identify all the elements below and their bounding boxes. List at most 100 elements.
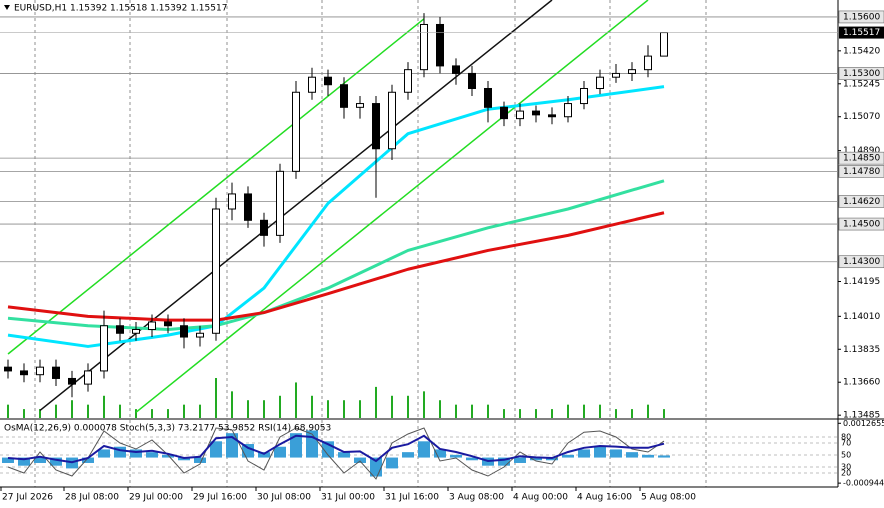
volume-bar (647, 404, 649, 418)
osc-level-label: 80 (841, 433, 851, 442)
level-label: 1.14850 (843, 154, 880, 164)
level-label-box (838, 165, 884, 178)
moving-average (7, 211, 665, 322)
x-tick-label: 3 Aug 08:00 (449, 493, 504, 503)
y-tick-label: 1.13835 (843, 345, 880, 355)
osma-bar (98, 449, 110, 458)
candle-body (388, 91, 396, 150)
volume-bar (503, 409, 505, 418)
osc-level-label: 20 (841, 469, 851, 478)
candle-body (468, 72, 476, 89)
osma-tick-label: -0.000944 (843, 479, 884, 488)
osma-bar (434, 449, 446, 458)
candle-body (20, 370, 28, 376)
level-label-box (838, 195, 884, 208)
volume-bar (183, 404, 185, 418)
osc-level-label: 30 (841, 463, 851, 472)
candle-body (516, 110, 524, 120)
osma-bar (354, 457, 366, 463)
level-label-box (838, 67, 884, 80)
rsi-line (7, 434, 665, 464)
volume-bar (199, 404, 201, 418)
osma-bar (610, 449, 622, 458)
level-label-box (838, 151, 884, 165)
osma-bar (2, 457, 14, 463)
candle-body (84, 370, 92, 385)
osma-bar (466, 457, 478, 461)
osma-bar (34, 457, 46, 463)
osma-bar (514, 457, 526, 463)
volume-bar (215, 378, 217, 418)
candle-body (244, 193, 252, 221)
candle-body (564, 103, 572, 118)
candle-body (612, 72, 620, 78)
osma-bar (578, 449, 590, 458)
stoch-line (7, 427, 665, 480)
volume-bar (375, 386, 377, 418)
y-tick-label: 1.15420 (843, 46, 880, 56)
candle-body (148, 321, 156, 331)
volume-bar (567, 404, 569, 418)
candle-body (372, 103, 380, 150)
moving-average (7, 179, 665, 332)
candle-body (228, 193, 236, 210)
osma-bar (658, 455, 670, 458)
candle-body (196, 332, 204, 338)
osma-bar (498, 457, 510, 466)
osma-bar (338, 452, 350, 458)
current-price-box (839, 26, 884, 39)
volume-bar (599, 404, 601, 418)
level-label-box (838, 217, 884, 231)
moving-average (7, 85, 665, 348)
candle-body (356, 103, 364, 108)
candle-body (276, 170, 284, 236)
candle-body (404, 69, 412, 93)
volume-bar (391, 395, 393, 418)
candle-body (52, 366, 60, 379)
candle-body (324, 76, 332, 86)
candle-body (644, 55, 652, 71)
y-tick-label: 1.15070 (843, 112, 880, 122)
candle-body (420, 23, 428, 71)
x-tick-label: 29 Jul 16:00 (193, 493, 247, 503)
volume-bar (295, 382, 297, 418)
x-tick-label: 31 Jul 16:00 (385, 493, 439, 503)
volume-bar (663, 409, 665, 418)
volume-bar (615, 409, 617, 418)
osma-bar (402, 452, 414, 458)
volume-bar (519, 409, 521, 418)
osma-bar (82, 457, 94, 463)
osma-bar (594, 446, 606, 458)
current-price-label: 1.15517 (843, 28, 880, 38)
candle-body (116, 325, 124, 334)
y-tick-label: 1.14195 (843, 277, 880, 287)
level-label: 1.14500 (843, 220, 880, 230)
x-tick-label: 30 Jul 08:00 (257, 493, 311, 503)
volume-bar (439, 400, 441, 418)
candle-body (452, 65, 460, 74)
candle-body (292, 91, 300, 172)
volume-bar (151, 409, 153, 418)
osma-bar (642, 454, 654, 458)
candle-body (484, 87, 492, 108)
volume-bar (103, 395, 105, 418)
candle-body (308, 76, 316, 93)
volume-bar (631, 409, 633, 418)
volume-bar (583, 404, 585, 418)
osma-bar (418, 441, 430, 458)
channel-line (135, 0, 649, 413)
volume-bar (407, 395, 409, 418)
candle-body (36, 366, 44, 376)
symbol-icon (4, 5, 10, 10)
osma-bar (290, 433, 302, 458)
oscillator-title: OsMA(12,26,9) 0.000078 Stoch(5,3,3) 73.2… (4, 424, 331, 434)
candle-body (660, 32, 668, 57)
candle-body (68, 377, 76, 385)
osma-bar (386, 457, 398, 469)
level-label-box (838, 255, 884, 269)
channel-line (7, 18, 425, 355)
candle-body (132, 329, 140, 334)
x-tick-label: 4 Aug 00:00 (513, 493, 568, 503)
